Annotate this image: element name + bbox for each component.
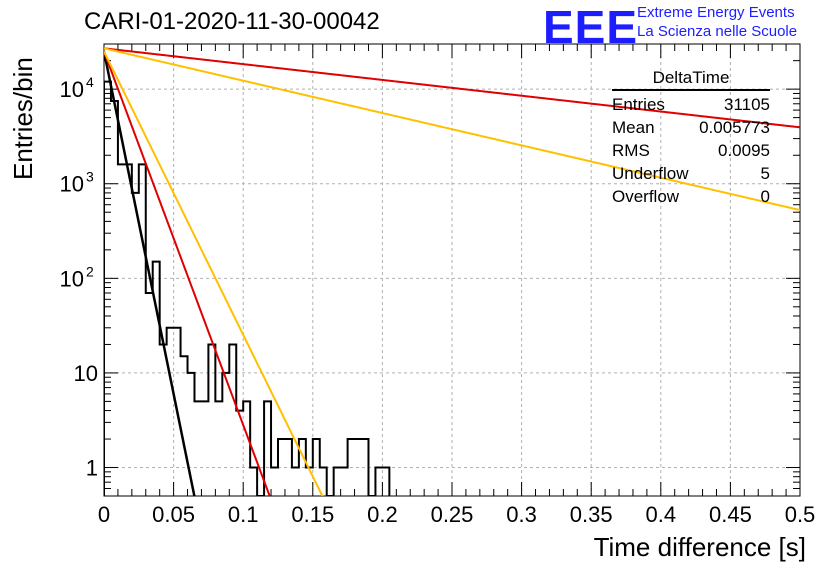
x-tick-label: 0.15 <box>291 502 334 527</box>
y-tick-exponent: 2 <box>86 263 94 279</box>
stats-row: Overflow 0 <box>612 185 770 208</box>
x-tick-label: 0.35 <box>570 502 613 527</box>
logo-line-2: La Scienza nelle Scuole <box>637 23 798 40</box>
x-tick-label: 0.2 <box>367 502 398 527</box>
x-tick-label: 0.5 <box>785 502 816 527</box>
stats-box: DeltaTime Entries 31105 Mean 0.005773 RMS 0… <box>612 68 770 208</box>
fit-curve <box>104 51 196 496</box>
y-axis-label: Entries/bin <box>8 57 38 180</box>
y-tick-label: 10 <box>60 77 84 102</box>
fit-curve <box>104 47 800 212</box>
fit-curve <box>104 47 800 129</box>
eee-logo: EEE <box>543 1 639 53</box>
y-tick-label: 10 <box>60 172 84 197</box>
stats-row: RMS 0.0095 <box>612 139 770 162</box>
x-tick-label: 0.05 <box>152 502 195 527</box>
x-tick-label: 0.4 <box>646 502 677 527</box>
stats-row: Underflow 5 <box>612 162 770 185</box>
stats-label: Overflow <box>612 187 680 206</box>
x-tick-label: 0 <box>98 502 110 527</box>
y-tick-label: 10 <box>74 361 98 386</box>
y-tick-exponent: 3 <box>86 169 94 185</box>
stats-value: 31105 <box>723 95 770 114</box>
x-tick-label: 0.25 <box>431 502 474 527</box>
x-tick-label: 0.1 <box>228 502 259 527</box>
chart-title: CARI-01-2020-11-30-00042 <box>84 8 380 35</box>
x-tick-label: 0.3 <box>506 502 537 527</box>
x-tick-label: 0.45 <box>709 502 752 527</box>
y-tick-exponent: 4 <box>86 74 94 90</box>
x-axis-label: Time difference [s] <box>593 532 806 562</box>
fit-curve <box>104 51 271 496</box>
histogram-steps <box>104 80 391 496</box>
stats-label: RMS <box>612 141 650 160</box>
stats-label: Mean <box>612 118 655 137</box>
stats-title: DeltaTime <box>612 68 770 91</box>
logo-line-1: Extreme Energy Events <box>637 4 795 21</box>
stats-label: Entries <box>612 95 665 114</box>
fit-curve <box>104 51 324 496</box>
stats-row: Entries 31105 <box>612 93 770 116</box>
stats-row: Mean 0.005773 <box>612 116 770 139</box>
stats-value: 0.005773 <box>699 118 770 137</box>
logo-caption: Extreme Energy Events La Scienza nelle S… <box>637 3 797 41</box>
y-tick-label: 1 <box>86 456 98 481</box>
stats-value: 5 <box>760 164 770 183</box>
y-tick-label: 10 <box>60 266 84 291</box>
stats-label: Underflow <box>612 164 689 183</box>
stats-value: 0.0095 <box>718 141 770 160</box>
stats-value: 0 <box>760 187 770 206</box>
